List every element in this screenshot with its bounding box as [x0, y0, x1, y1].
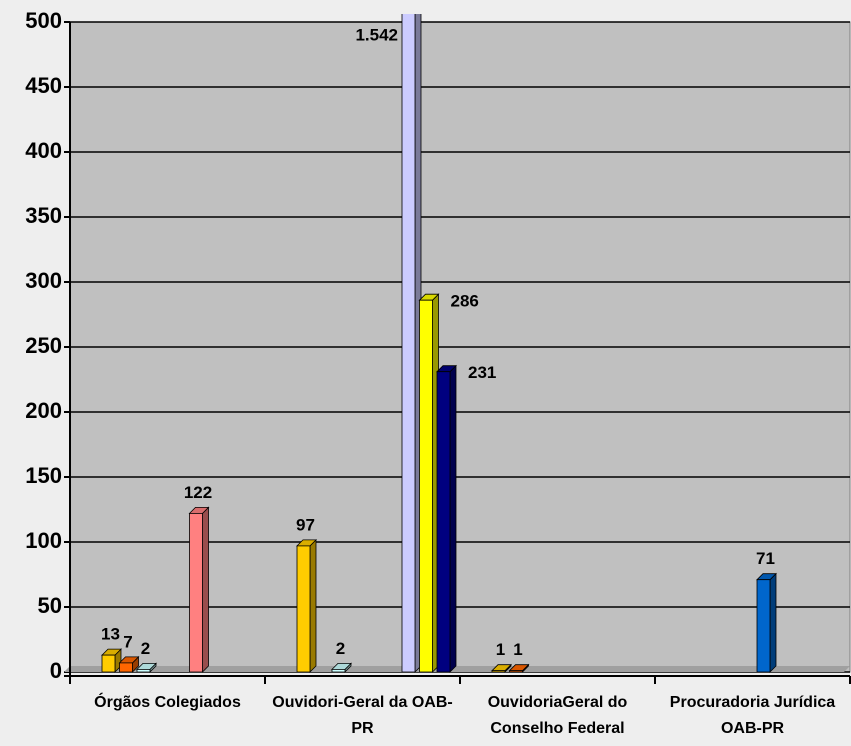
data-label: 1: [496, 640, 505, 659]
bar: [331, 669, 346, 673]
bar: [419, 299, 433, 673]
data-label: 71: [756, 549, 775, 568]
y-tick-label: 400: [25, 138, 62, 163]
bar-side: [309, 538, 317, 673]
data-label: 7: [123, 632, 132, 651]
bar: [296, 545, 311, 673]
data-label: 2: [141, 639, 150, 658]
x-tick-label: Procuradoria Jurídica OAB-PR: [669, 694, 836, 737]
bar: [401, 14, 416, 673]
bar: [101, 654, 116, 673]
bar-side: [449, 364, 457, 673]
data-label: 2: [336, 639, 345, 658]
y-tick-label: 250: [25, 333, 62, 358]
floor: [64, 666, 850, 672]
bar: [756, 579, 771, 673]
bar: [136, 669, 151, 673]
x-tick-label: OuvidoriaGeral do Conselho Federal: [487, 694, 628, 737]
bar: [436, 371, 451, 673]
bar: [189, 513, 203, 673]
bar: [491, 670, 506, 673]
data-label: 1: [513, 640, 522, 659]
x-tick-label: Órgãos Colegiados: [94, 694, 241, 711]
y-tick-label: 300: [25, 268, 62, 293]
x-tick-label: Ouvidori-Geral da OAB-PR: [272, 694, 453, 737]
y-tick-label: 100: [25, 528, 62, 553]
y-tick-label: 350: [25, 203, 62, 228]
bar: [509, 670, 523, 673]
data-label: 13: [101, 625, 120, 644]
bar: [119, 662, 133, 673]
bar-side: [202, 506, 209, 673]
y-tick-label: 150: [25, 463, 62, 488]
y-tick-label: 500: [25, 8, 62, 33]
data-label: 97: [296, 515, 315, 534]
data-label: 1.542: [355, 25, 398, 44]
data-label: 122: [184, 483, 212, 502]
y-tick-label: 450: [25, 73, 62, 98]
y-tick-label: 200: [25, 398, 62, 423]
y-tick-label: 50: [38, 593, 62, 618]
data-label: 286: [451, 292, 479, 311]
bar-side: [769, 572, 777, 673]
y-tick-label: 0: [50, 658, 62, 683]
data-label: 231: [468, 363, 496, 382]
